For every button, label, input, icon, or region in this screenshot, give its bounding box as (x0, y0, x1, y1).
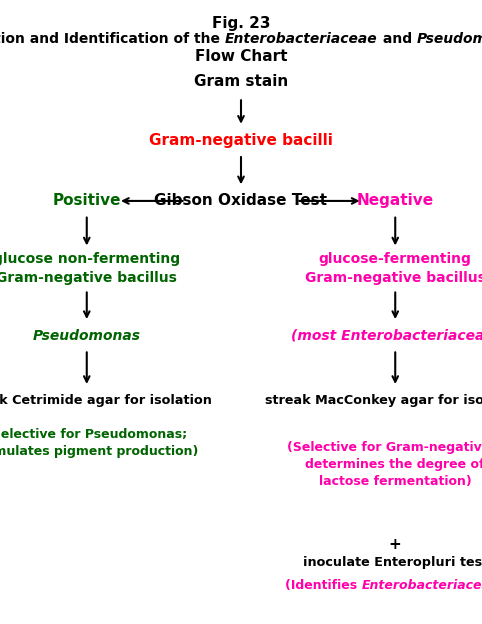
Text: Pseudomonas: Pseudomonas (33, 329, 141, 343)
Text: glucose non-fermenting
Gram-negative bacillus: glucose non-fermenting Gram-negative bac… (0, 252, 180, 285)
Text: Isolation and Identification of the: Isolation and Identification of the (0, 32, 225, 46)
Text: Fig. 23: Fig. 23 (212, 16, 270, 31)
Text: Gram stain: Gram stain (194, 74, 288, 89)
Text: glucose-fermenting
Gram-negative bacillus: glucose-fermenting Gram-negative bacillu… (305, 252, 482, 285)
Text: Pseudomonas: Pseudomonas (417, 32, 482, 46)
Text: (Selective for Gram-negatives;
determines the degree of
lactose fermentation): (Selective for Gram-negatives; determine… (287, 441, 482, 489)
Text: streak MacConkey agar for isolation: streak MacConkey agar for isolation (265, 394, 482, 407)
Text: streak Cetrimide agar for isolation: streak Cetrimide agar for isolation (0, 394, 212, 407)
Text: (Identifies: (Identifies (285, 579, 362, 592)
Text: (most Enterobacteriaceae): (most Enterobacteriaceae) (291, 329, 482, 343)
Text: Enterobacteriaceae: Enterobacteriaceae (362, 579, 482, 592)
Text: +: + (389, 537, 402, 552)
Text: Negative: Negative (357, 193, 434, 208)
Text: Positive: Positive (53, 193, 121, 208)
Text: Flow Chart: Flow Chart (195, 49, 287, 64)
Text: Gram-negative bacilli: Gram-negative bacilli (149, 133, 333, 148)
Text: and: and (378, 32, 417, 46)
Text: Enterobacteriaceae: Enterobacteriaceae (225, 32, 378, 46)
Text: Gibson Oxidase Test: Gibson Oxidase Test (155, 193, 327, 208)
Text: inoculate Enteropluri test: inoculate Enteropluri test (303, 557, 482, 569)
Text: (Selective for Pseudomonas;
stimulates pigment production): (Selective for Pseudomonas; stimulates p… (0, 428, 198, 458)
